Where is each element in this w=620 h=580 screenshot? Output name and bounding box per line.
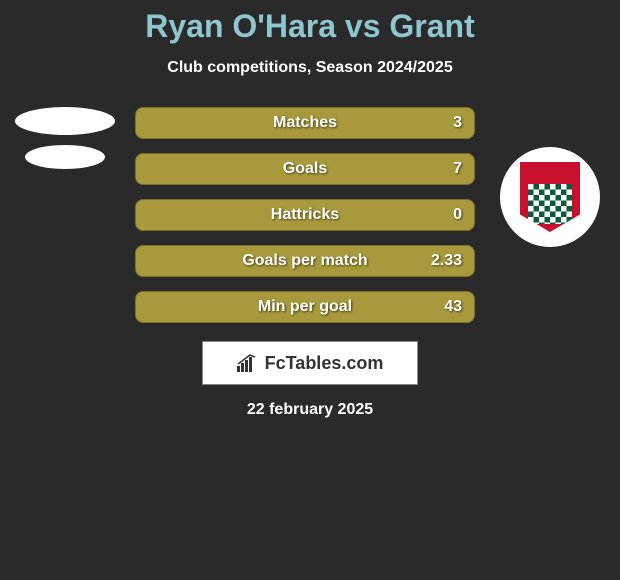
page-title: Ryan O'Hara vs Grant (0, 8, 620, 45)
stat-bar-value: 43 (444, 298, 462, 316)
stat-bar: Hattricks 0 (135, 199, 475, 231)
stat-bar-value: 3 (453, 114, 462, 132)
stat-bar-value: 7 (453, 160, 462, 178)
footer: FcTables.com 22 february 2025 (0, 341, 620, 419)
right-badge-col (495, 107, 605, 247)
club-badge (500, 147, 600, 247)
stat-bar-value: 0 (453, 206, 462, 224)
stat-bar-label: Goals per match (242, 252, 367, 270)
content-row: Matches 3 Goals 7 Hattricks 0 Goals per match 2… (0, 107, 620, 323)
stat-bar-label: Min per goal (258, 298, 352, 316)
stat-bars: Matches 3 Goals 7 Hattricks 0 Goals per match 2… (135, 107, 475, 323)
stat-bar-label: Matches (273, 114, 337, 132)
stat-bar: Goals 7 (135, 153, 475, 185)
stat-bar-label: Hattricks (271, 206, 339, 224)
brand-text: FcTables.com (265, 353, 384, 374)
shield-icon (520, 162, 580, 232)
stat-bar: Min per goal 43 (135, 291, 475, 323)
comparison-widget: Ryan O'Hara vs Grant Club competitions, … (0, 0, 620, 419)
stat-bar: Goals per match 2.33 (135, 245, 475, 277)
placeholder-badge-1 (15, 107, 115, 135)
stat-bar-label: Goals (283, 160, 327, 178)
date-text: 22 february 2025 (247, 401, 373, 419)
chart-icon (237, 354, 259, 372)
brand-box[interactable]: FcTables.com (202, 341, 418, 385)
page-subtitle: Club competitions, Season 2024/2025 (0, 59, 620, 77)
placeholder-badge-2 (25, 145, 105, 169)
stat-bar-value: 2.33 (431, 252, 462, 270)
stat-bar: Matches 3 (135, 107, 475, 139)
left-badges (15, 107, 115, 169)
